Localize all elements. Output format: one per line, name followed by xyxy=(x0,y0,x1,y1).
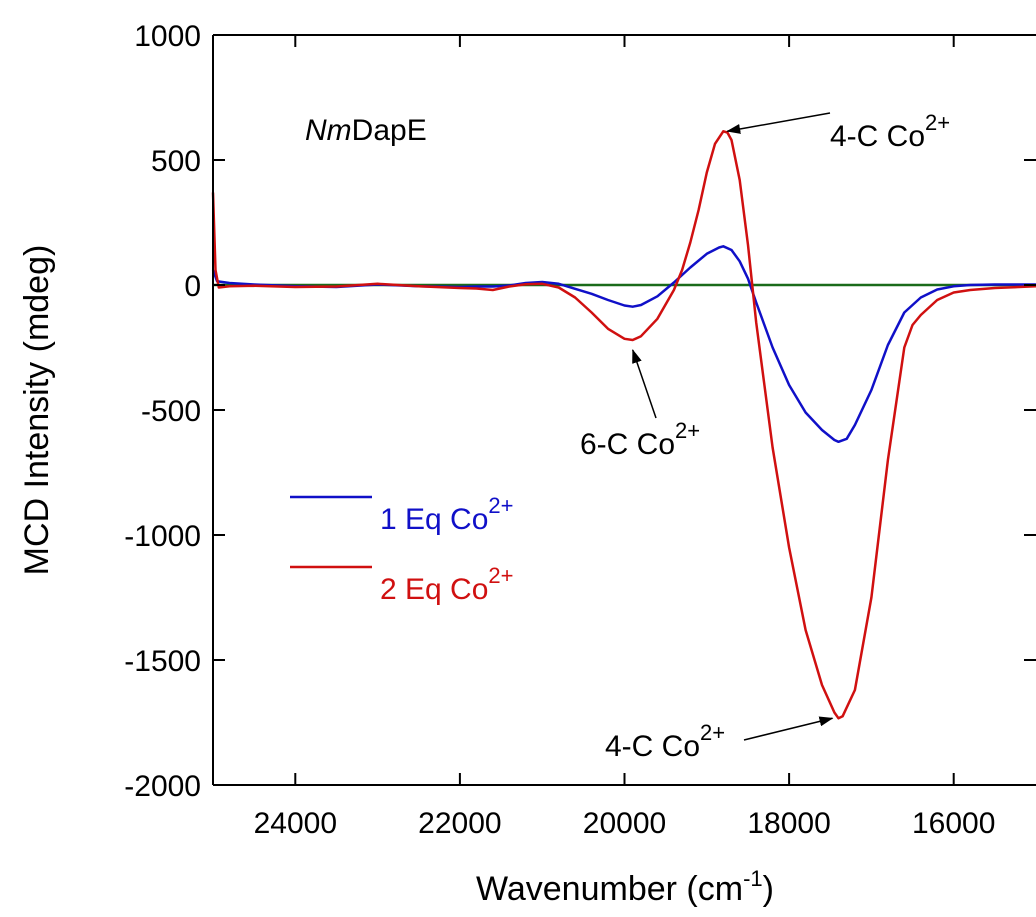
y-tick-label: 1000 xyxy=(134,20,201,53)
y-axis-title: MCD Intensity (mdeg) xyxy=(18,245,56,576)
y-tick-label: -1000 xyxy=(124,520,201,553)
ticks-layer: 1000 500 0 -500 -1000 -1500 -2000 24000 22000 200… xyxy=(124,20,1036,840)
x-axis-title-text: Wavenumber (cm xyxy=(476,870,743,908)
x-axis-title: Wavenumber (cm-1) xyxy=(476,866,774,908)
y-tick-label: -1500 xyxy=(124,645,201,678)
x-tick-label: 16000 xyxy=(912,807,995,840)
sample-name-italic: Nm xyxy=(305,114,352,147)
x-tick-label: 22000 xyxy=(418,807,501,840)
legend-label-2: 2 Eq Co2+ xyxy=(380,563,514,606)
plot-area xyxy=(211,130,1036,720)
y-tick-label: -2000 xyxy=(124,770,201,803)
annotation-arrow-1 xyxy=(726,112,831,134)
x-axis-title-sup: -1 xyxy=(743,866,763,891)
y-tick-label: 0 xyxy=(184,270,201,303)
y-tick-label: 500 xyxy=(151,145,201,178)
x-tick-label: 20000 xyxy=(583,807,666,840)
sample-name-rest: DapE xyxy=(352,114,427,147)
legend: 1 Eq Co2+ 2 Eq Co2+ xyxy=(290,493,514,606)
legend-label-1: 1 Eq Co2+ xyxy=(380,493,514,536)
series-layer xyxy=(211,130,1036,720)
annotation-label-2: 6-C Co2+ xyxy=(580,418,700,461)
sample-name: NmDapE xyxy=(305,114,427,147)
y-tick-label: -500 xyxy=(141,395,201,428)
annotation-label-1: 4-C Co2+ xyxy=(830,110,950,153)
annotation-arrow-3 xyxy=(743,716,834,741)
series-line-2 xyxy=(211,130,1036,720)
annotation-arrow-2 xyxy=(632,349,657,419)
x-axis-title-close: ) xyxy=(763,870,774,908)
x-tick-label: 18000 xyxy=(747,807,830,840)
annotation-layer: 4-C Co2+ 6-C Co2+ 4-C Co2+ xyxy=(580,110,950,763)
annotation-label-3: 4-C Co2+ xyxy=(605,720,725,763)
series-line-1 xyxy=(211,245,1036,444)
x-tick-label: 24000 xyxy=(254,807,337,840)
